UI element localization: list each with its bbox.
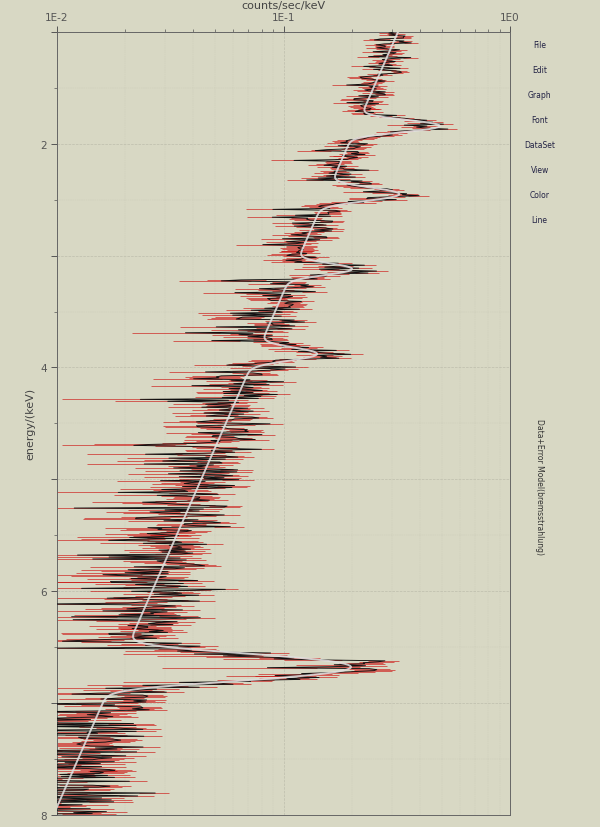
Text: Font: Font	[532, 116, 548, 125]
Text: Graph: Graph	[528, 91, 551, 100]
X-axis label: counts/sec/keV: counts/sec/keV	[241, 1, 326, 11]
Text: DataSet: DataSet	[524, 141, 555, 150]
Text: View: View	[530, 166, 549, 175]
Text: Line: Line	[532, 216, 548, 225]
Text: File: File	[533, 41, 546, 50]
Text: Color: Color	[530, 191, 550, 200]
Text: Data+Error Model(bremsstrahlung): Data+Error Model(bremsstrahlung)	[535, 418, 544, 554]
Text: Edit: Edit	[532, 66, 547, 75]
Y-axis label: energy/(keV): energy/(keV)	[26, 388, 36, 460]
